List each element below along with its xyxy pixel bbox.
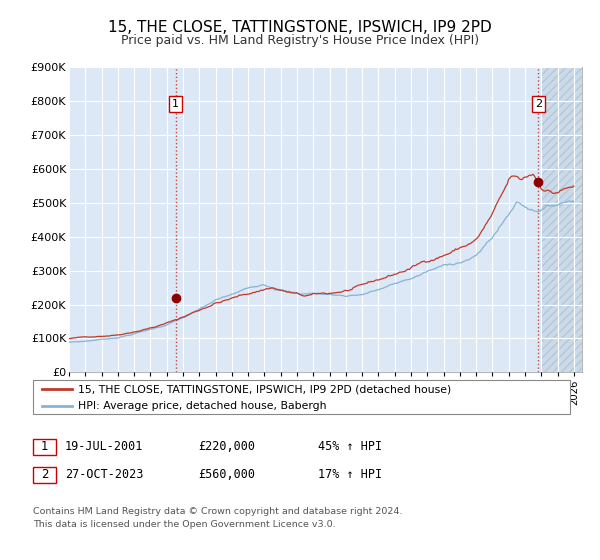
Text: 1: 1 bbox=[41, 440, 48, 454]
Text: This data is licensed under the Open Government Licence v3.0.: This data is licensed under the Open Gov… bbox=[33, 520, 335, 529]
Text: £560,000: £560,000 bbox=[198, 468, 255, 482]
Text: Price paid vs. HM Land Registry's House Price Index (HPI): Price paid vs. HM Land Registry's House … bbox=[121, 34, 479, 46]
Text: £220,000: £220,000 bbox=[198, 440, 255, 454]
Text: 27-OCT-2023: 27-OCT-2023 bbox=[65, 468, 143, 482]
Text: 15, THE CLOSE, TATTINGSTONE, IPSWICH, IP9 2PD: 15, THE CLOSE, TATTINGSTONE, IPSWICH, IP… bbox=[108, 20, 492, 35]
Bar bbox=[541, 67, 582, 372]
Text: 17% ↑ HPI: 17% ↑ HPI bbox=[318, 468, 382, 482]
Text: 15, THE CLOSE, TATTINGSTONE, IPSWICH, IP9 2PD (detached house): 15, THE CLOSE, TATTINGSTONE, IPSWICH, IP… bbox=[78, 384, 451, 394]
Text: 19-JUL-2001: 19-JUL-2001 bbox=[65, 440, 143, 454]
Text: Contains HM Land Registry data © Crown copyright and database right 2024.: Contains HM Land Registry data © Crown c… bbox=[33, 507, 403, 516]
Text: 2: 2 bbox=[41, 468, 48, 482]
Text: 1: 1 bbox=[172, 99, 179, 109]
Text: 2: 2 bbox=[535, 99, 542, 109]
Text: HPI: Average price, detached house, Babergh: HPI: Average price, detached house, Babe… bbox=[78, 401, 326, 410]
Text: 45% ↑ HPI: 45% ↑ HPI bbox=[318, 440, 382, 454]
